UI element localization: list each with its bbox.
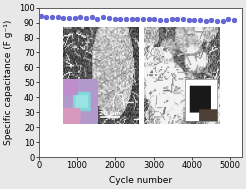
Point [187,19,191,22]
Point [147,18,151,21]
Point [90,16,94,19]
Point [175,18,179,21]
Point [192,18,196,21]
Point [221,19,225,22]
Point [215,19,219,22]
Point [204,19,208,22]
Point [61,16,65,19]
Point [181,17,185,20]
Point [107,16,111,19]
Point [50,15,54,18]
Point [232,18,236,21]
Point [67,17,71,20]
Point [101,16,105,19]
Point [95,17,99,20]
Point [198,18,202,21]
X-axis label: Cycle number: Cycle number [109,176,172,185]
Point [39,15,43,18]
Point [56,15,60,19]
Point [78,15,82,19]
Point [84,16,88,19]
Point [158,18,162,21]
Point [153,17,156,20]
Point [118,17,122,20]
Point [169,18,173,21]
Y-axis label: Specific capacitance (F g⁻¹): Specific capacitance (F g⁻¹) [4,20,13,145]
Point [113,17,117,20]
Point [124,18,128,21]
Point [141,17,145,20]
Point [44,15,48,18]
Point [73,17,77,20]
Point [209,18,213,21]
Point [130,17,134,20]
Point [227,18,231,21]
Point [135,17,139,20]
Point [164,18,168,21]
